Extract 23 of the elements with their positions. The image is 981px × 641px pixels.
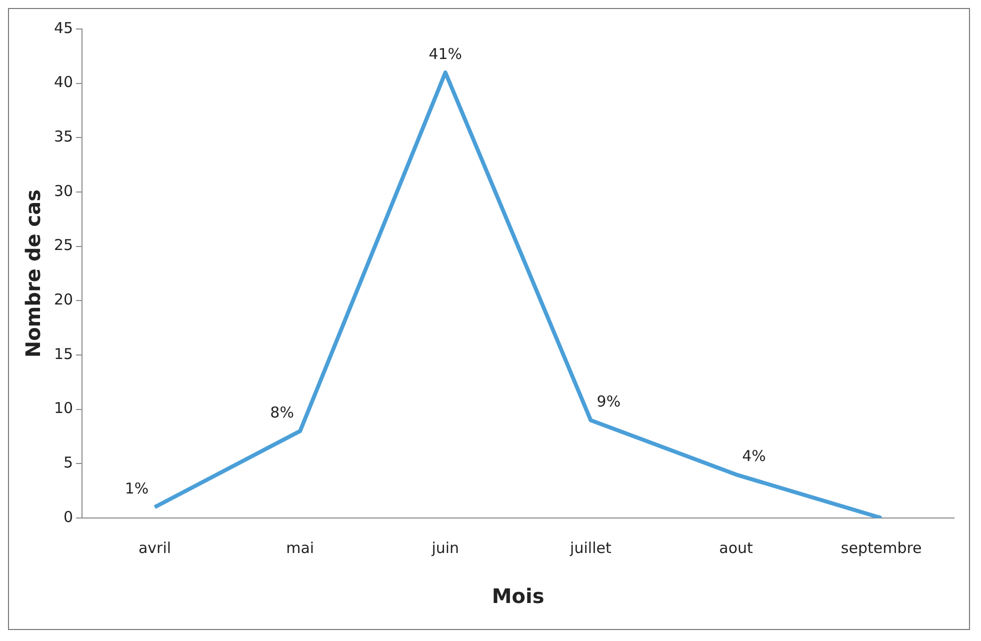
data-label: 8% — [270, 403, 294, 422]
data-label: 1% — [124, 480, 149, 498]
data-label: 4% — [742, 446, 766, 465]
y-tick-label: 40 — [54, 73, 74, 92]
x-tick-label: aout — [719, 538, 754, 557]
y-tick-label: 15 — [54, 344, 74, 363]
x-tick-label: avril — [138, 538, 172, 557]
y-axis-title: Nombre de cas — [21, 189, 46, 358]
y-tick-label: 45 — [54, 18, 74, 37]
y-tick-label: 30 — [54, 182, 74, 200]
x-axis-title: Mois — [492, 584, 544, 608]
x-tick-label: septembre — [840, 538, 922, 557]
y-tick-label: 20 — [54, 290, 74, 309]
x-tick-label: juin — [430, 538, 460, 557]
data-label: 9% — [596, 392, 621, 411]
data-label: 41% — [428, 44, 462, 63]
y-tick-label: 10 — [54, 399, 74, 418]
x-tick-label: mai — [286, 538, 314, 557]
y-tick-label: 0 — [64, 508, 74, 526]
y-tick-label: 25 — [54, 236, 74, 254]
y-tick-label: 5 — [64, 454, 74, 472]
y-tick-label: 35 — [54, 128, 74, 146]
x-tick-label: juillet — [569, 538, 612, 557]
